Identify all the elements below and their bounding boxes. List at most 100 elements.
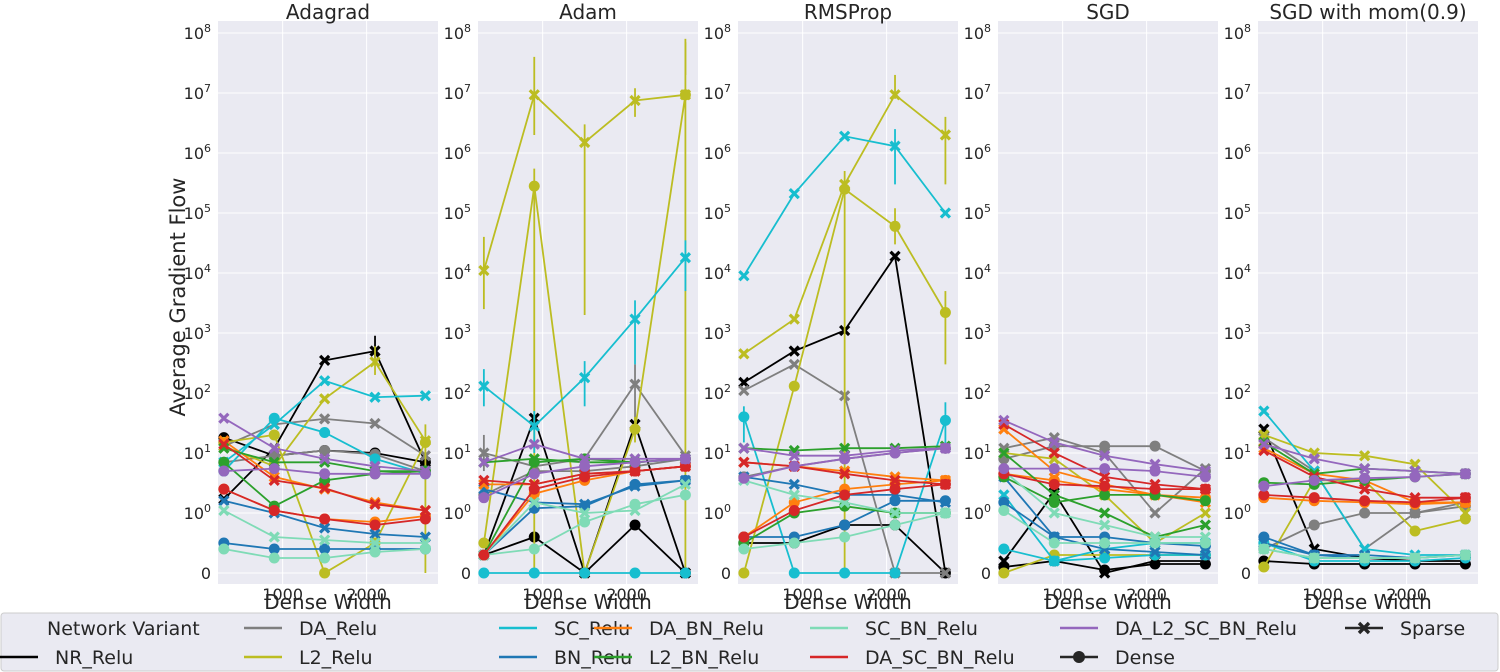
series-da-sc-bn-relu-dense xyxy=(218,483,431,531)
dense-point xyxy=(738,567,750,579)
dense-point xyxy=(528,543,540,555)
series-sc-relu-dense xyxy=(738,402,951,579)
dense-point xyxy=(1149,558,1161,570)
legend-entry-nr-relu: NR_Relu xyxy=(0,647,133,669)
y-tick-label: 104 xyxy=(1224,262,1251,283)
y-tick-exponent: 5 xyxy=(204,202,211,215)
sparse-point xyxy=(419,504,432,517)
y-tick-base: 10 xyxy=(1224,24,1244,43)
dense-point xyxy=(528,567,540,579)
y-tick-label: 102 xyxy=(444,382,471,403)
y-tick-label: 105 xyxy=(184,202,211,223)
sparse-point xyxy=(788,313,800,325)
dense-point xyxy=(1048,478,1060,490)
y-tick-label: 102 xyxy=(184,382,211,403)
sparse-point xyxy=(478,380,490,392)
y-tick-base: 0 xyxy=(201,564,211,583)
y-tick-exponent: 0 xyxy=(984,502,991,515)
dense-point xyxy=(1258,489,1270,501)
sparse-point xyxy=(268,471,280,483)
dense-point xyxy=(679,453,691,465)
panel-title: SGD xyxy=(1086,0,1130,24)
sparse-point xyxy=(319,522,331,534)
sparse-point xyxy=(268,531,280,543)
dense-point xyxy=(998,505,1010,517)
panel-background xyxy=(478,21,698,584)
dense-point xyxy=(1099,537,1111,549)
dense-point xyxy=(1258,480,1270,492)
sparse-point xyxy=(1048,436,1060,449)
panel-plot-area xyxy=(738,74,952,579)
dense-point xyxy=(1048,537,1060,549)
series-da-sc-bn-relu-sparse xyxy=(218,438,432,517)
sparse-point xyxy=(1048,507,1060,519)
sparse-point xyxy=(579,372,591,384)
y-tick-exponent: 0 xyxy=(724,502,731,515)
y-tick-base: 10 xyxy=(704,84,724,103)
y-tick-label: 101 xyxy=(444,442,471,463)
y-tick-base: 10 xyxy=(184,84,204,103)
sparse-point xyxy=(738,270,750,282)
sparse-point xyxy=(1099,519,1111,531)
x-tick-label: 1000 xyxy=(782,585,823,604)
y-tick-label: 101 xyxy=(964,442,991,463)
sparse-point xyxy=(889,140,901,152)
y-tick-label: 107 xyxy=(704,82,731,103)
dense-point xyxy=(579,516,591,528)
dense-point xyxy=(579,471,591,483)
y-tick-base: 10 xyxy=(444,504,464,523)
y-tick-label: 104 xyxy=(704,262,731,283)
legend-entry-da-relu: DA_Relu xyxy=(244,618,377,640)
panel-background xyxy=(218,21,438,584)
sparse-point xyxy=(839,130,851,142)
legend-label: NR_Relu xyxy=(55,647,133,669)
y-tick-base: 10 xyxy=(964,384,984,403)
sparse-point xyxy=(319,354,331,366)
dense-point xyxy=(1308,492,1320,504)
y-tick-exponent: 4 xyxy=(724,262,731,275)
sparse-point xyxy=(478,264,490,277)
series-sc-bn-relu-dense xyxy=(1258,543,1471,564)
x-axis-label: Dense Width xyxy=(1044,590,1172,614)
y-tick-label: 106 xyxy=(184,142,211,163)
dense-point xyxy=(889,447,901,459)
sparse-point xyxy=(528,496,540,509)
sparse-point xyxy=(1308,453,1320,465)
dense-point xyxy=(788,537,800,549)
sparse-point xyxy=(1199,549,1212,561)
y-tick-exponent: 6 xyxy=(1244,142,1251,155)
y-tick-base: 10 xyxy=(184,264,204,283)
y-tick-label: 106 xyxy=(1224,142,1251,163)
y-tick-exponent: 6 xyxy=(724,142,731,155)
y-tick-exponent: 2 xyxy=(204,382,211,395)
y-tick-label: 103 xyxy=(444,322,471,343)
dense-point xyxy=(939,478,951,490)
y-tick-exponent: 4 xyxy=(984,262,991,275)
y-tick-label: 105 xyxy=(704,202,731,223)
y-tick-base: 10 xyxy=(704,504,724,523)
dense-point xyxy=(939,442,951,454)
sparse-point xyxy=(579,136,591,149)
y-tick-exponent: 5 xyxy=(724,202,731,215)
y-tick-base: 0 xyxy=(981,564,991,583)
y-tick-exponent: 7 xyxy=(464,82,471,95)
dense-point xyxy=(1099,440,1111,452)
y-tick-label: 100 xyxy=(704,502,731,523)
dense-point xyxy=(629,498,641,510)
y-tick-exponent: 4 xyxy=(1244,262,1251,275)
dense-point xyxy=(1199,495,1211,507)
sparse-point xyxy=(788,358,800,371)
y-tick-base: 10 xyxy=(184,444,204,463)
dense-point xyxy=(1149,537,1161,549)
dense-point xyxy=(268,552,280,564)
dense-point xyxy=(268,505,280,517)
y-tick-label: 107 xyxy=(1224,82,1251,103)
legend-entry-da-sc-bn-relu: DA_SC_BN_Relu xyxy=(810,647,1015,669)
series-sc-relu-sparse xyxy=(738,129,952,282)
legend-entry-sparse: Sparse xyxy=(1345,618,1465,640)
dense-point xyxy=(939,507,951,519)
y-tick-base: 10 xyxy=(964,84,984,103)
